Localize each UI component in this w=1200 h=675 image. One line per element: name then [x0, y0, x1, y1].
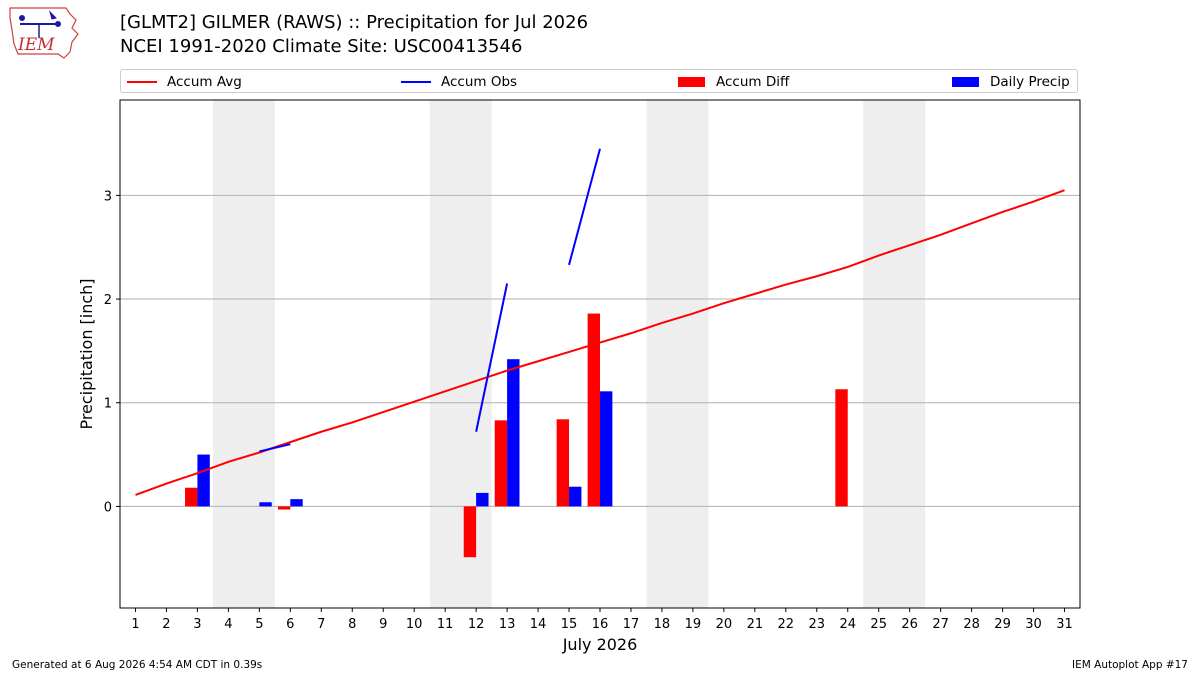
x-tick-label: 26 [901, 617, 918, 632]
y-tick-label: 0 [104, 500, 112, 515]
x-tick-label: 10 [406, 617, 423, 632]
x-tick-label: 7 [317, 617, 325, 632]
legend-item-accum-obs: Accum Obs [401, 73, 517, 91]
accum-diff-bar [835, 389, 848, 507]
accum-avg-line [135, 189, 1065, 496]
plot-frame [119, 99, 1081, 609]
accum-diff-bar [587, 313, 600, 507]
daily-precip-bar [507, 359, 520, 507]
accum-obs-segment [568, 148, 601, 266]
legend-label-accum-diff: Accum Diff [716, 74, 790, 90]
daily-precip-bar [569, 486, 582, 507]
accum-diff-bar [185, 487, 198, 507]
weather-station-icon [19, 10, 61, 38]
legend-label-daily-precip: Daily Precip [990, 74, 1070, 90]
x-tick-label: 16 [592, 617, 609, 632]
weekend-band [212, 100, 275, 608]
accum-diff-bar [494, 420, 508, 507]
y-axis-ticks: 0 1 2 3 [104, 189, 120, 515]
weekend-band [863, 100, 926, 608]
legend-swatch-accum-avg [127, 81, 157, 83]
legend-label-accum-obs: Accum Obs [441, 74, 518, 90]
legend-item-daily-precip: Daily Precip [952, 73, 1070, 91]
accum-diff-bar [463, 506, 477, 558]
accum-diff-bar [556, 419, 570, 507]
x-tick-label: 2 [162, 617, 170, 632]
x-tick-label: 14 [530, 617, 547, 632]
x-tick-label: 23 [809, 617, 826, 632]
footer-app: IEM Autoplot App #17 [1072, 659, 1188, 671]
x-tick-label: 12 [468, 617, 485, 632]
x-tick-label: 27 [932, 617, 949, 632]
weekend-band [429, 100, 492, 608]
x-tick-label: 9 [379, 617, 387, 632]
legend-item-accum-diff: Accum Diff [678, 73, 789, 91]
weekend-shading [212, 100, 926, 608]
x-tick-label: 6 [286, 617, 294, 632]
x-tick-label: 29 [994, 617, 1011, 632]
daily-precip-bar [600, 391, 613, 507]
accum-obs-segment [475, 283, 509, 432]
x-axis-label: July 2026 [562, 635, 638, 654]
x-tick-label: 4 [224, 617, 232, 632]
x-tick-label: 24 [839, 617, 856, 632]
x-tick-label: 5 [255, 617, 263, 632]
x-tick-label: 8 [348, 617, 356, 632]
x-tick-label: 19 [685, 617, 702, 632]
bars [185, 313, 848, 558]
chart-title: [GLMT2] GILMER (RAWS) :: Precipitation f… [120, 12, 589, 33]
logo-text: IEM [17, 35, 55, 55]
chart-subtitle: NCEI 1991-2020 Climate Site: USC00413546 [120, 36, 523, 57]
y-tick-label: 3 [104, 189, 112, 204]
y-tick-label: 2 [104, 293, 112, 308]
x-tick-label: 3 [193, 617, 201, 632]
accum-obs-segment [259, 443, 291, 453]
gridlines [120, 194, 1080, 507]
lines [135, 148, 1065, 496]
x-tick-label: 28 [963, 617, 980, 632]
x-axis-ticks: 1 2 3 4 5 6 7 8 9 10 11 12 13 14 15 16 17 18 19 20 21 22 23 24 2… [131, 608, 1073, 632]
daily-precip-bar [476, 492, 489, 507]
x-tick-label: 18 [654, 617, 671, 632]
x-tick-label: 21 [747, 617, 764, 632]
x-tick-label: 13 [499, 617, 516, 632]
x-tick-label: 20 [716, 617, 733, 632]
x-tick-label: 11 [437, 617, 454, 632]
x-tick-label: 15 [561, 617, 578, 632]
y-tick-label: 1 [104, 397, 112, 412]
legend-swatch-daily-precip [952, 77, 979, 87]
legend-swatch-accum-obs [401, 81, 431, 83]
y-axis-label: Precipitation [inch] [77, 278, 96, 429]
x-tick-label: 25 [870, 617, 887, 632]
x-tick-label: 22 [778, 617, 795, 632]
daily-precip-bar [259, 502, 272, 507]
daily-precip-bar [197, 454, 210, 507]
x-tick-label: 30 [1025, 617, 1042, 632]
x-tick-label: 31 [1056, 617, 1073, 632]
legend: Accum Avg Accum Obs Accum Diff Daily Pre… [120, 69, 1078, 93]
accum-diff-bar [277, 506, 291, 510]
x-tick-label: 1 [131, 617, 139, 632]
weekend-band [646, 100, 709, 608]
legend-label-accum-avg: Accum Avg [167, 74, 242, 90]
legend-item-accum-avg: Accum Avg [127, 73, 242, 91]
iem-logo: IEM [9, 7, 79, 59]
x-tick-label: 17 [623, 617, 640, 632]
footer-generated: Generated at 6 Aug 2026 4:54 AM CDT in 0… [12, 659, 263, 671]
legend-swatch-accum-diff [678, 77, 705, 87]
daily-precip-bar [290, 499, 303, 507]
